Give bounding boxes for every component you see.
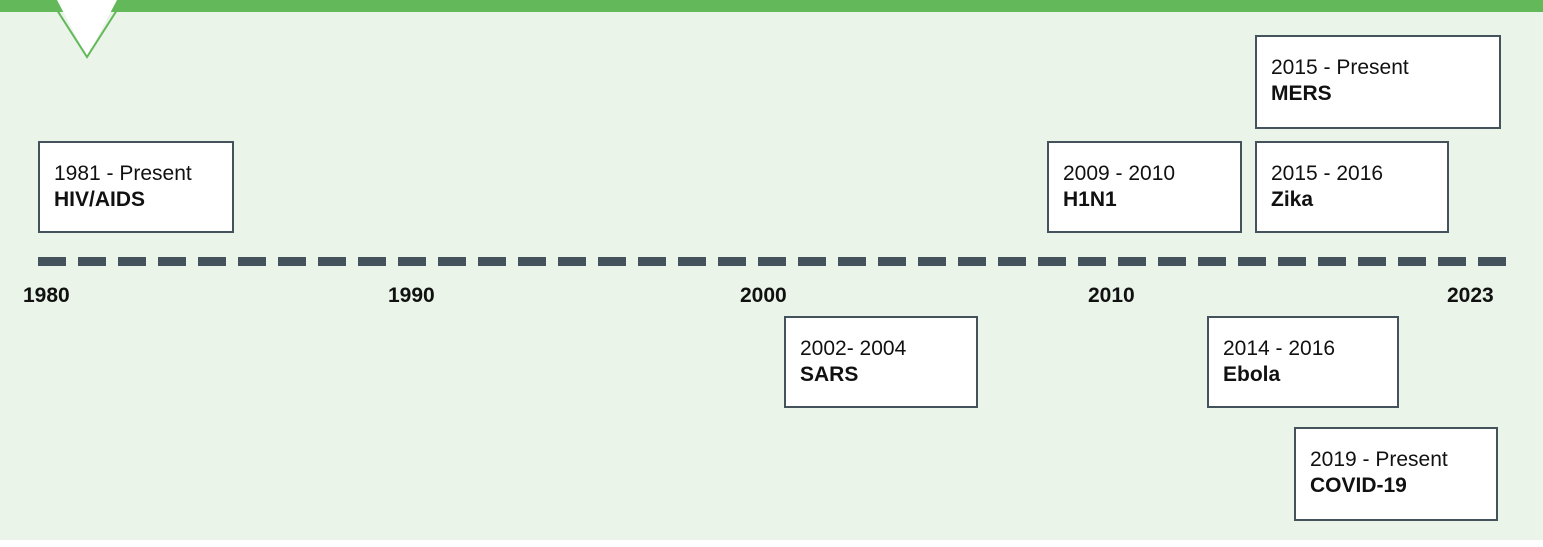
year-tick-2000: 2000 <box>740 284 787 307</box>
top-accent-bar <box>0 0 1543 12</box>
event-dates: 2009 - 2010 <box>1063 162 1176 185</box>
event-dates: 2019 - Present <box>1310 448 1448 471</box>
event-card-hiv-aids: 1981 - Present HIV/AIDS <box>38 141 234 233</box>
event-name: MERS <box>1271 82 1332 105</box>
year-tick-2010: 2010 <box>1088 284 1135 307</box>
year-tick-2023: 2023 <box>1447 284 1494 307</box>
event-name: COVID-19 <box>1310 474 1407 497</box>
year-tick-1980: 1980 <box>23 284 70 307</box>
event-name: HIV/AIDS <box>54 188 146 211</box>
event-name: SARS <box>800 363 859 386</box>
year-tick-1990: 1990 <box>388 284 435 307</box>
event-card-zika: 2015 - 2016 Zika <box>1255 141 1449 233</box>
timeline-axis-line <box>38 257 1508 266</box>
event-dates: 2014 - 2016 <box>1223 337 1336 360</box>
event-dates: 2002- 2004 <box>800 337 907 360</box>
event-name: Zika <box>1271 188 1314 211</box>
event-card-h1n1: 2009 - 2010 H1N1 <box>1047 141 1242 233</box>
event-dates: 2015 - 2016 <box>1271 162 1384 185</box>
event-dates: 1981 - Present <box>54 162 192 185</box>
event-card-covid-19: 2019 - Present COVID-19 <box>1294 427 1498 521</box>
event-card-ebola: 2014 - 2016 Ebola <box>1207 316 1399 408</box>
event-name: H1N1 <box>1063 188 1117 211</box>
event-name: Ebola <box>1223 363 1281 386</box>
event-card-sars: 2002- 2004 SARS <box>784 316 978 408</box>
event-dates: 2015 - Present <box>1271 56 1409 79</box>
pointer-notch-icon <box>57 0 117 59</box>
event-card-mers: 2015 - Present MERS <box>1255 35 1501 129</box>
